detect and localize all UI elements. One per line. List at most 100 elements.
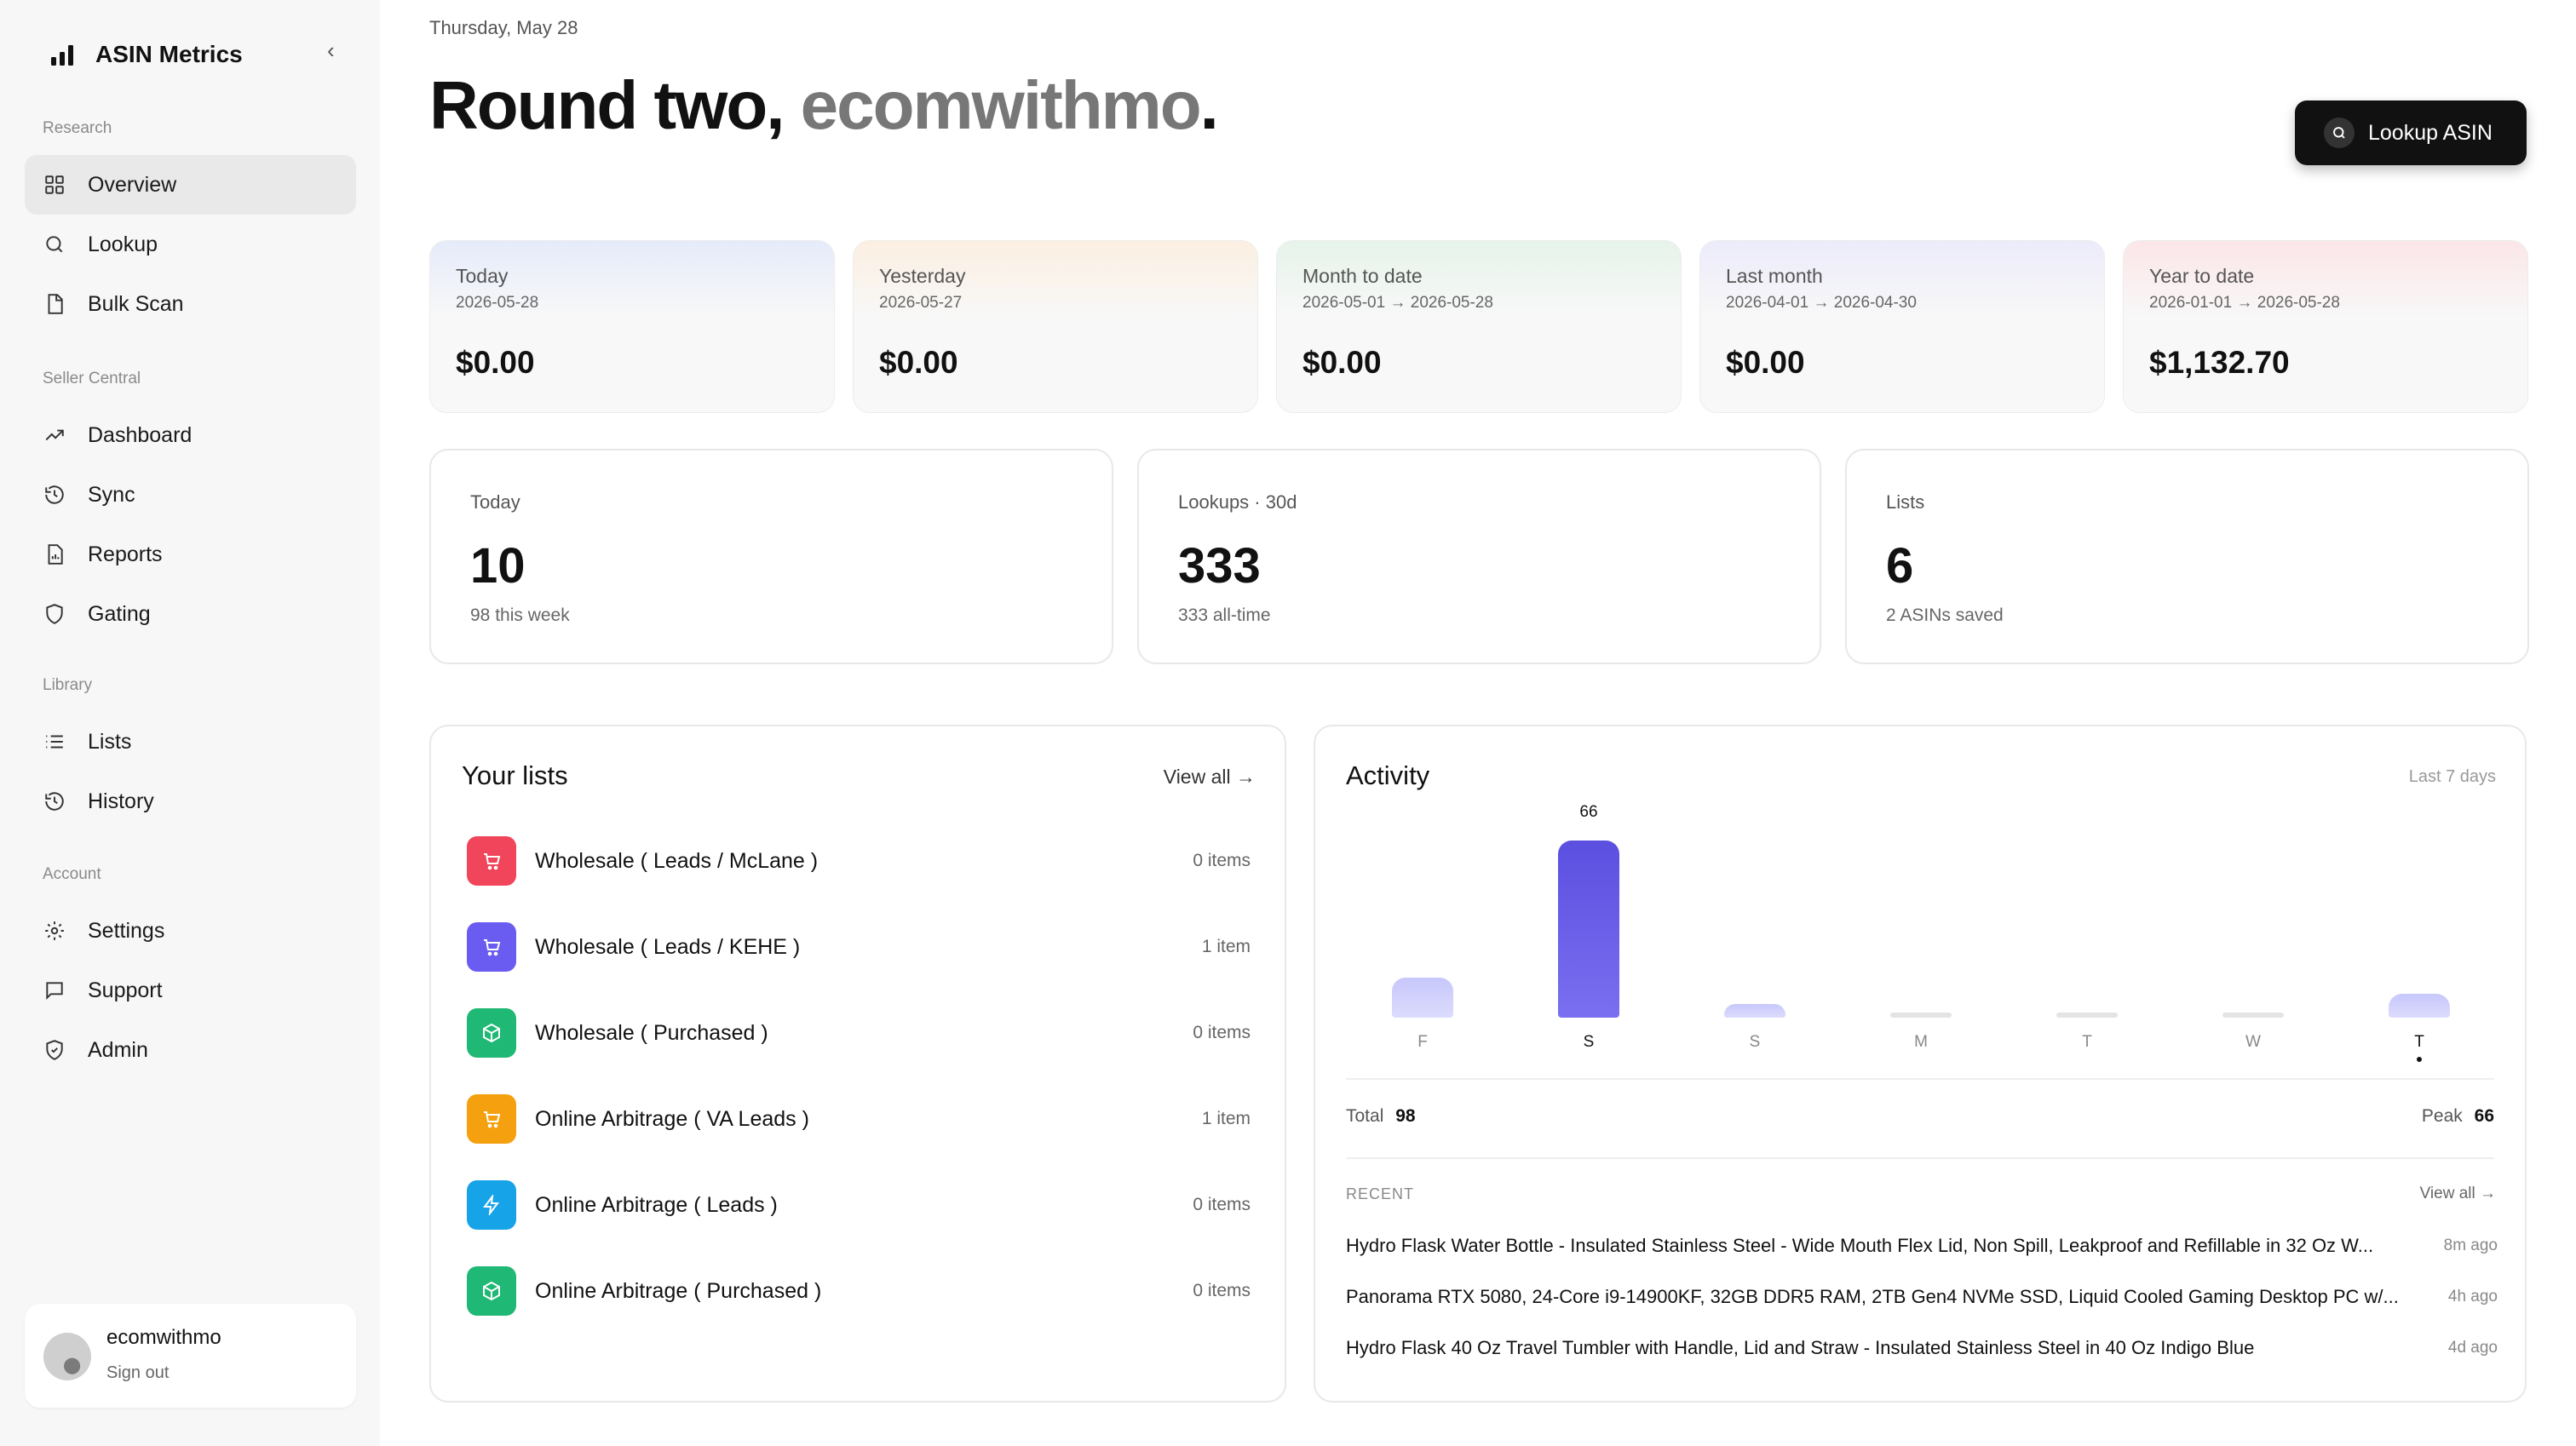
list-item[interactable]: Wholesale ( Leads / KEHE ) 1 item <box>467 922 1251 972</box>
list-count: 0 items <box>1193 1023 1251 1042</box>
search-icon <box>2324 118 2355 148</box>
search-icon <box>43 233 66 255</box>
sidebar-item-sync[interactable]: Sync <box>25 465 356 525</box>
brand[interactable]: ASIN Metrics <box>49 41 243 68</box>
bar-chart-icon <box>51 45 73 66</box>
stat-value: 333 <box>1178 538 1261 594</box>
chart-bar[interactable] <box>1392 978 1453 1018</box>
activity-range[interactable]: Last 7 days <box>2408 767 2496 786</box>
sidebar-item-gating[interactable]: Gating <box>25 584 356 644</box>
revenue-range: 2026-05-01 → 2026-05-28 <box>1302 294 1493 312</box>
history-icon <box>43 484 66 506</box>
sidebar-item-reports[interactable]: Reports <box>25 525 356 584</box>
recent-time: 4d ago <box>2447 1339 2498 1357</box>
chart-data-label: 66 <box>1579 803 1598 821</box>
activity-panel: Activity Last 7 days F S 66 S M T W T Total 98 … <box>1314 725 2527 1403</box>
main-content: Thursday, May 28 Round two, ecomwithmo. … <box>380 0 2576 1446</box>
sidebar-item-overview[interactable]: Overview <box>25 155 356 215</box>
chart-x-tick: T <box>2414 1033 2424 1051</box>
stat-sub: 98 this week <box>470 605 570 625</box>
collapse-sidebar-icon[interactable]: ‹ <box>327 37 335 63</box>
recent-item[interactable]: Hydro Flask 40 Oz Travel Tumbler with Ha… <box>1346 1337 2498 1363</box>
sidebar-item-label: Lookup <box>88 232 158 256</box>
lookup-asin-button[interactable]: Lookup ASIN <box>2295 100 2527 165</box>
list-item[interactable]: Wholesale ( Leads / McLane ) 0 items <box>467 836 1251 886</box>
card-tint <box>430 241 834 318</box>
sidebar-item-dashboard[interactable]: Dashboard <box>25 405 356 465</box>
recent-item[interactable]: Hydro Flask Water Bottle - Insulated Sta… <box>1346 1235 2498 1260</box>
chart-bar[interactable] <box>2056 1013 2118 1018</box>
list-name: Online Arbitrage ( Purchased ) <box>535 1278 822 1303</box>
list-name: Wholesale ( Leads / KEHE ) <box>535 934 801 959</box>
revenue-label: Last month <box>1726 265 1823 287</box>
recent-view-all-link[interactable]: View all → <box>2419 1185 2496 1202</box>
stat-card: Today 10 98 this week <box>429 449 1113 664</box>
recent-title: Hydro Flask Water Bottle - Insulated Sta… <box>1346 1235 2374 1256</box>
chart-bar[interactable] <box>1558 841 1619 1018</box>
history-icon <box>43 790 66 812</box>
cart-icon <box>467 836 516 886</box>
sidebar-item-lookup[interactable]: Lookup <box>25 215 356 274</box>
revenue-range: 2026-04-01 → 2026-04-30 <box>1726 294 1917 312</box>
revenue-card: Today 2026-05-28 $0.00 <box>429 240 835 413</box>
greeting-username: ecomwithmo <box>800 67 1202 143</box>
sidebar-item-history[interactable]: History <box>25 772 356 831</box>
recent-item[interactable]: Panorama RTX 5080, 24-Core i9-14900KF, 3… <box>1346 1286 2498 1311</box>
greeting-text: Round two, <box>429 67 785 143</box>
sidebar-item-label: Gating <box>88 601 151 626</box>
shield-icon <box>43 603 66 625</box>
gear-icon <box>43 920 66 942</box>
revenue-range: 2026-05-28 <box>456 294 539 312</box>
sidebar-item-label: Sync <box>88 482 135 507</box>
cart-icon <box>467 1094 516 1144</box>
app-title: ASIN Metrics <box>95 41 243 67</box>
chart-bar[interactable] <box>1890 1013 1952 1018</box>
box-icon <box>467 1266 516 1316</box>
list-name: Wholesale ( Purchased ) <box>535 1020 768 1045</box>
grid-icon <box>43 174 66 196</box>
chart-x-tick: M <box>1914 1033 1928 1051</box>
revenue-label: Yesterday <box>879 265 966 287</box>
list-item[interactable]: Wholesale ( Purchased ) 0 items <box>467 1008 1251 1058</box>
bolt-icon <box>467 1180 516 1230</box>
list-name: Wholesale ( Leads / McLane ) <box>535 848 819 873</box>
sidebar-item-label: Dashboard <box>88 422 193 447</box>
recent-label: RECENT <box>1346 1185 1415 1202</box>
chart-bar[interactable] <box>2389 994 2450 1018</box>
list-count: 0 items <box>1193 1281 1251 1300</box>
list-name: Online Arbitrage ( VA Leads ) <box>535 1106 809 1131</box>
sign-out-link[interactable]: Sign out <box>106 1363 170 1382</box>
chat-icon <box>43 979 66 1001</box>
revenue-range: 2026-01-01 → 2026-05-28 <box>2149 294 2340 312</box>
sidebar-item-lists[interactable]: Lists <box>25 712 356 772</box>
sidebar-item-admin[interactable]: Admin <box>25 1020 356 1080</box>
revenue-label: Today <box>456 265 509 287</box>
divider <box>1346 1157 2494 1159</box>
user-card[interactable]: ecomwithmo Sign out <box>25 1304 356 1408</box>
total-stat: Total 98 <box>1346 1106 1416 1127</box>
list-item[interactable]: Online Arbitrage ( VA Leads ) 1 item <box>467 1094 1251 1144</box>
lists-view-all-link[interactable]: View all → <box>1163 766 1256 788</box>
list-item[interactable]: Online Arbitrage ( Purchased ) 0 items <box>467 1266 1251 1316</box>
chart-bar[interactable] <box>1724 1004 1785 1018</box>
section-label: Library <box>43 676 93 694</box>
list-count: 0 items <box>1193 1195 1251 1214</box>
recent-title: Hydro Flask 40 Oz Travel Tumbler with Ha… <box>1346 1337 2255 1358</box>
chart-x-tick: S <box>1749 1033 1761 1051</box>
page-title: Round two, ecomwithmo. <box>429 66 1219 145</box>
sidebar-item-bulk-scan[interactable]: Bulk Scan <box>25 274 356 334</box>
sidebar-item-support[interactable]: Support <box>25 961 356 1020</box>
recent-title: Panorama RTX 5080, 24-Core i9-14900KF, 3… <box>1346 1286 2399 1307</box>
sidebar-item-label: History <box>88 789 154 813</box>
chart-bar[interactable] <box>2222 1013 2284 1018</box>
file-icon <box>43 293 66 315</box>
list-item[interactable]: Online Arbitrage ( Leads ) 0 items <box>467 1180 1251 1230</box>
greeting-period: . <box>1199 67 1219 143</box>
sidebar-item-settings[interactable]: Settings <box>25 901 356 961</box>
revenue-value: $0.00 <box>456 345 535 380</box>
stat-card: Lookups · 30d 333 333 all-time <box>1137 449 1821 664</box>
revenue-card: Year to date 2026-01-01 → 2026-05-28 $1,13… <box>2123 240 2528 413</box>
chart-x-tick: T <box>2082 1033 2092 1051</box>
stat-sub: 333 all-time <box>1178 605 1271 625</box>
revenue-card: Month to date 2026-05-01 → 2026-05-28 $0.0… <box>1276 240 1682 413</box>
